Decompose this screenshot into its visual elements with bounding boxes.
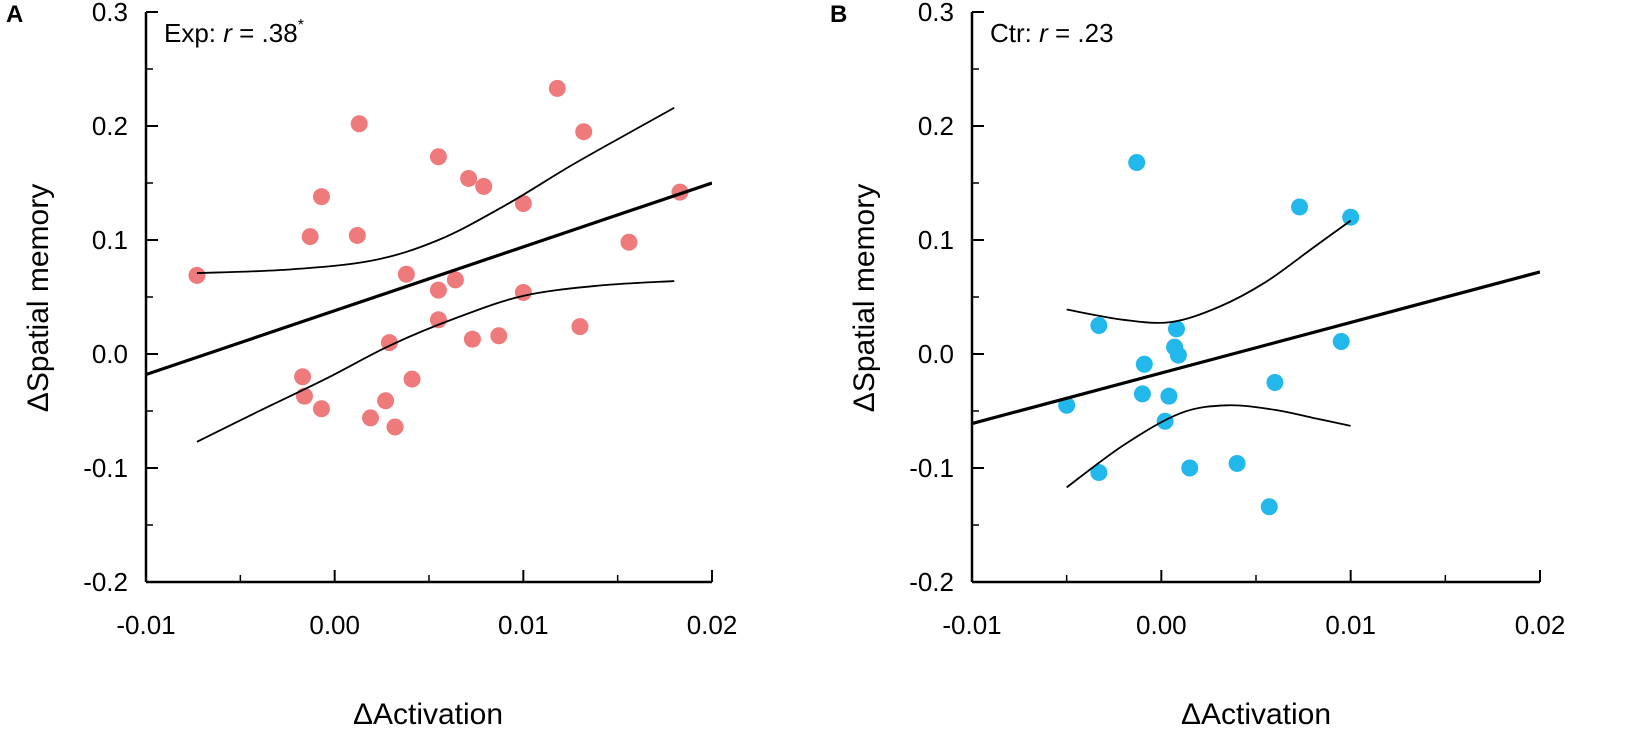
panel-b: B Ctr: r = .23 ΔActivation ΔSpatial memo… bbox=[830, 0, 1565, 731]
x-axis-title-a: ΔActivation bbox=[353, 698, 503, 731]
data-point-a bbox=[348, 226, 366, 244]
x-tick-label-b: 0.01 bbox=[1325, 610, 1376, 640]
data-point-b bbox=[1167, 320, 1185, 338]
data-point-a bbox=[312, 188, 330, 206]
y-axis-title-b: ΔSpatial memory bbox=[848, 184, 881, 412]
fit-line-b bbox=[972, 270, 1540, 426]
data-point-a bbox=[446, 271, 464, 289]
x-tick-label-a: 0.01 bbox=[498, 610, 549, 640]
y-tick-labels-b: -0.2 -0.1 0.0 0.1 0.2 0.3 bbox=[909, 0, 954, 597]
x-axis-title-b: ΔActivation bbox=[1181, 698, 1331, 731]
panel-label-a: A bbox=[6, 1, 23, 28]
x-tick-label-b: -0.01 bbox=[942, 610, 1001, 640]
data-point-b bbox=[1181, 459, 1199, 477]
data-point-a bbox=[571, 318, 589, 336]
data-point-a bbox=[362, 409, 380, 427]
x-tick-label-b: 0.02 bbox=[1515, 610, 1566, 640]
y-tick-label-a: -0.1 bbox=[83, 453, 128, 483]
fit-line-a bbox=[146, 181, 712, 377]
x-tick-labels-a: -0.01 0.00 0.01 0.02 bbox=[116, 610, 737, 640]
data-point-a bbox=[312, 400, 330, 418]
data-point-b bbox=[1291, 198, 1309, 216]
data-point-b bbox=[1135, 355, 1153, 373]
y-tick-label-b: 0.2 bbox=[918, 111, 954, 141]
data-point-b bbox=[1090, 464, 1108, 482]
data-point-b bbox=[1133, 385, 1151, 403]
data-point-a bbox=[429, 311, 447, 329]
data-point-a bbox=[463, 330, 481, 348]
data-point-b bbox=[1090, 317, 1108, 334]
stat-label-b: Ctr: r = .23 bbox=[990, 18, 1114, 48]
ci-lower-curve-a bbox=[196, 280, 675, 443]
data-point-a bbox=[429, 281, 447, 299]
data-point-b bbox=[1228, 454, 1246, 472]
stat-label-a: Exp: r = .38* bbox=[164, 17, 304, 48]
y-axis-title-a: ΔSpatial memory bbox=[22, 184, 55, 412]
data-point-b bbox=[1128, 153, 1146, 171]
x-tick-label-a: 0.00 bbox=[309, 610, 360, 640]
x-tick-label-b: 0.00 bbox=[1136, 610, 1187, 640]
data-point-b bbox=[1169, 346, 1187, 364]
y-tick-label-b: 0.1 bbox=[918, 225, 954, 255]
data-point-b bbox=[1260, 498, 1278, 516]
data-point-b bbox=[1266, 374, 1284, 391]
data-point-a bbox=[575, 123, 593, 141]
data-point-b bbox=[1332, 332, 1350, 350]
ci-upper-curve-a bbox=[196, 106, 675, 274]
y-tick-label-b: -0.2 bbox=[909, 567, 954, 597]
x-tick-labels-b: -0.01 0.00 0.01 0.02 bbox=[942, 610, 1565, 640]
panel-a: A Exp: r = .38* ΔActivation ΔSpatial mem… bbox=[6, 0, 737, 731]
data-point-a bbox=[403, 370, 421, 388]
x-tick-label-a: 0.02 bbox=[687, 610, 738, 640]
data-point-a bbox=[548, 79, 566, 97]
data-point-b bbox=[1160, 387, 1178, 405]
data-point-a bbox=[386, 418, 404, 436]
y-tick-label-a: 0.3 bbox=[92, 0, 128, 27]
panel-label-b: B bbox=[830, 1, 847, 28]
y-tick-label-a: -0.2 bbox=[83, 567, 128, 597]
data-point-a bbox=[350, 115, 368, 133]
y-tick-label-b: 0.0 bbox=[918, 339, 954, 369]
y-tick-label-b: 0.3 bbox=[918, 0, 954, 27]
data-point-a bbox=[475, 177, 493, 195]
x-tick-label-a: -0.01 bbox=[116, 610, 175, 640]
y-tick-label-a: 0.2 bbox=[92, 111, 128, 141]
data-point-b bbox=[1342, 208, 1360, 226]
data-point-a bbox=[397, 265, 415, 283]
data-point-a bbox=[514, 283, 532, 301]
data-point-a bbox=[429, 148, 447, 166]
y-tick-label-a: 0.1 bbox=[92, 225, 128, 255]
data-point-a bbox=[620, 233, 638, 251]
y-tick-label-a: 0.0 bbox=[92, 339, 128, 369]
data-point-a bbox=[460, 169, 478, 187]
y-tick-label-b: -0.1 bbox=[909, 453, 954, 483]
data-point-a bbox=[294, 368, 312, 386]
data-point-a bbox=[490, 327, 508, 345]
data-point-a bbox=[514, 195, 532, 213]
data-point-a bbox=[188, 266, 206, 284]
data-point-a bbox=[301, 228, 319, 246]
data-point-a bbox=[377, 392, 395, 410]
y-tick-labels-a: -0.2 -0.1 0.0 0.1 0.2 0.3 bbox=[83, 0, 128, 597]
ci-upper-curve-b bbox=[1066, 219, 1352, 324]
ci-lower-curve-b bbox=[1066, 404, 1351, 489]
